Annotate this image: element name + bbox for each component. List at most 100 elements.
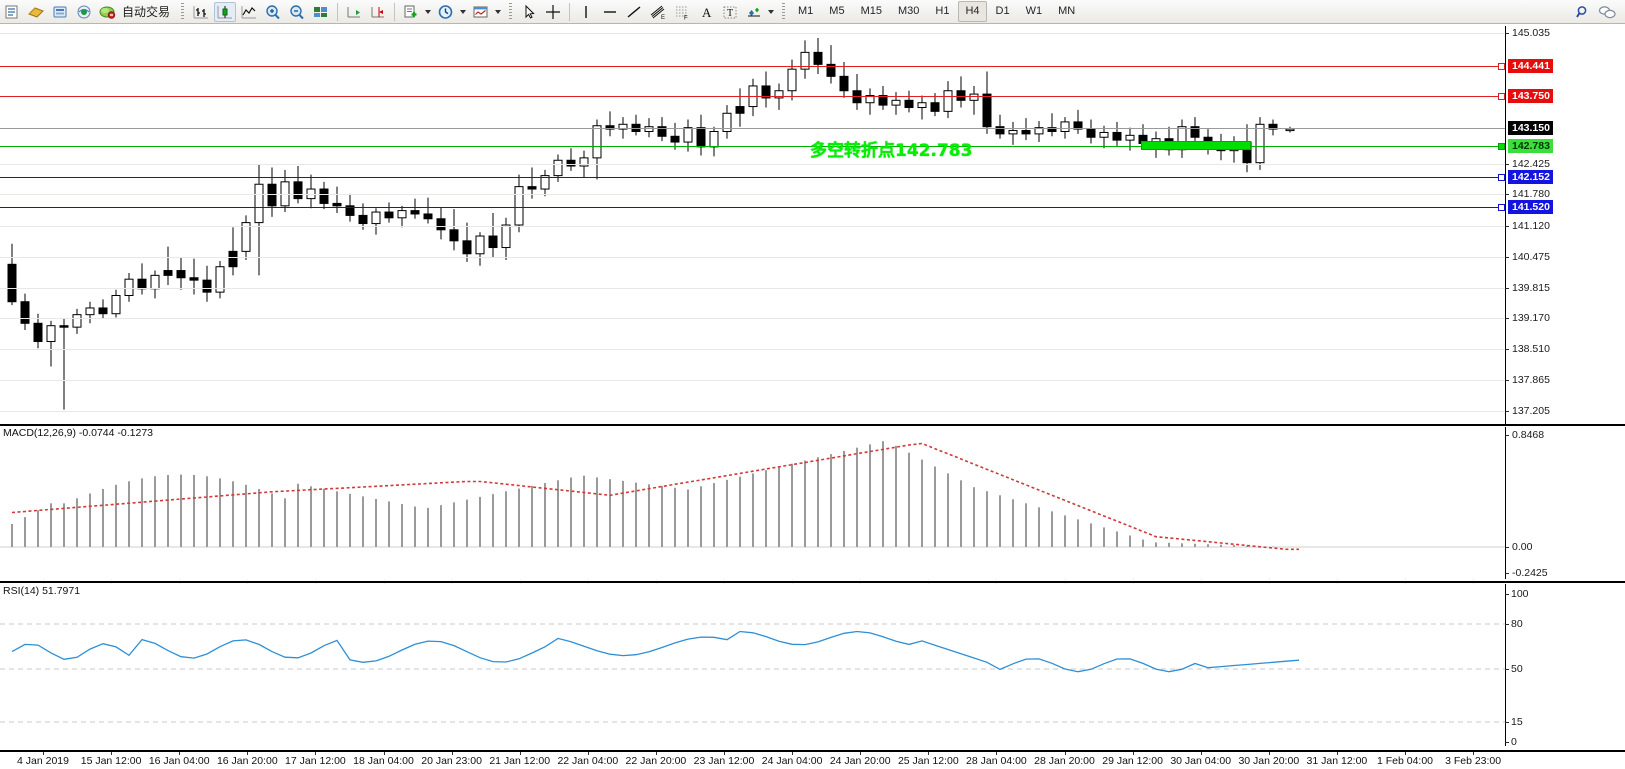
terminal-icon[interactable] xyxy=(73,2,95,22)
candlestick xyxy=(397,205,407,228)
time-tick xyxy=(1200,752,1202,755)
zoom-out-icon[interactable] xyxy=(286,2,308,22)
macd-axis-tick-label: 0.8468 xyxy=(1512,429,1545,441)
price-level-tag[interactable]: 144.441 xyxy=(1508,59,1553,73)
price-level-line[interactable] xyxy=(0,96,1505,97)
templates-dropdown-caret[interactable] xyxy=(493,2,502,22)
indicators-dropdown-caret[interactable] xyxy=(423,2,432,22)
price-level-handle[interactable] xyxy=(1498,143,1505,150)
candlestick xyxy=(579,150,589,178)
candlestick-chart-icon[interactable] xyxy=(214,1,237,22)
timeframe-m15[interactable]: M15 xyxy=(860,5,882,17)
chart-shift-icon[interactable] xyxy=(367,2,389,22)
candlestick xyxy=(982,71,992,134)
time-axis-label: 3 Feb 23:00 xyxy=(1445,755,1502,767)
timeframe-mn[interactable]: MN xyxy=(1058,5,1076,17)
price-chart-pane[interactable] xyxy=(0,26,1625,424)
candlestick xyxy=(501,217,511,261)
price-level-tag[interactable]: 141.520 xyxy=(1508,200,1553,214)
candlestick xyxy=(514,174,524,233)
time-axis: 4 Jan 2019 15 Jan 12:00 16 Jan 04:00 16 Jan… xyxy=(0,750,1625,769)
timeframe-h1[interactable]: H1 xyxy=(935,5,950,17)
candlestick xyxy=(1190,117,1200,144)
candlestick xyxy=(670,122,680,150)
navigator-icon[interactable] xyxy=(49,2,71,22)
data-window-icon[interactable] xyxy=(25,2,47,22)
price-level-tag[interactable]: 143.150 xyxy=(1508,121,1553,135)
macd-pane[interactable] xyxy=(0,427,1625,579)
candlestick xyxy=(748,78,758,117)
periods-dropdown-caret[interactable] xyxy=(458,2,467,22)
candlestick xyxy=(150,270,160,299)
macd-tick xyxy=(1505,435,1509,436)
auto-trading-icon[interactable] xyxy=(97,2,119,22)
timeframe-m1[interactable]: M1 xyxy=(798,5,814,17)
horizontal-line-icon[interactable] xyxy=(599,2,621,22)
candlestick xyxy=(657,117,667,142)
price-level-line[interactable] xyxy=(0,177,1505,178)
candlestick xyxy=(1021,118,1031,141)
chat-icon[interactable] xyxy=(1596,2,1618,22)
text-label-icon[interactable]: T xyxy=(719,2,741,22)
zoom-in-icon[interactable] xyxy=(262,2,284,22)
timeframe-m5[interactable]: M5 xyxy=(829,5,845,17)
objects-dropdown-caret[interactable] xyxy=(766,2,775,22)
price-level-handle[interactable] xyxy=(1498,204,1505,211)
price-gridline xyxy=(0,194,1505,195)
toolbar-grip-3[interactable] xyxy=(780,2,788,21)
time-axis-label: 24 Jan 04:00 xyxy=(761,755,823,767)
price-level-handle[interactable] xyxy=(1498,63,1505,70)
text-icon[interactable]: A xyxy=(695,2,717,22)
price-level-handle[interactable] xyxy=(1498,93,1505,100)
tile-windows-icon[interactable] xyxy=(310,2,332,22)
auto-scroll-icon[interactable] xyxy=(343,2,365,22)
price-axis-tick-label: 137.865 xyxy=(1512,374,1550,386)
periods-icon[interactable] xyxy=(435,2,457,22)
support-zone-rectangle[interactable] xyxy=(1141,141,1251,150)
candlestick xyxy=(306,174,316,209)
price-level-tag[interactable]: 142.152 xyxy=(1508,170,1553,184)
new-order-icon[interactable] xyxy=(1,2,23,22)
line-chart-icon[interactable] xyxy=(238,2,260,22)
price-level-handle[interactable] xyxy=(1498,174,1505,181)
vertical-line-icon[interactable] xyxy=(575,2,597,22)
candlestick xyxy=(644,118,654,138)
price-axis-tick-label: 137.205 xyxy=(1512,405,1550,417)
toolbar-grip[interactable] xyxy=(179,2,187,21)
candlestick xyxy=(293,166,303,204)
templates-icon[interactable] xyxy=(470,2,492,22)
search-icon[interactable] xyxy=(1572,2,1594,22)
candlestick xyxy=(969,85,979,115)
trendline-icon[interactable] xyxy=(623,2,645,22)
candlestick xyxy=(943,81,953,119)
price-level-line[interactable] xyxy=(0,207,1505,208)
timeframe-w1[interactable]: W1 xyxy=(1025,5,1043,17)
time-axis-label: 17 Jan 12:00 xyxy=(285,755,346,767)
price-level-line[interactable] xyxy=(0,146,1505,147)
crosshair-icon[interactable] xyxy=(542,2,564,22)
price-level-line[interactable] xyxy=(0,128,1505,129)
price-level-tag[interactable]: 142.783 xyxy=(1508,139,1553,153)
bar-chart-icon[interactable] xyxy=(190,2,212,22)
fibonacci-retracement-icon[interactable]: F xyxy=(671,2,693,22)
turning-point-annotation[interactable]: 多空转折点142.783 xyxy=(810,141,973,161)
price-level-line[interactable] xyxy=(0,66,1505,67)
price-level-tag[interactable]: 143.750 xyxy=(1508,89,1553,103)
candlestick xyxy=(527,167,537,199)
rsi-pane[interactable] xyxy=(0,584,1625,746)
timeframe-h4[interactable]: H4 xyxy=(958,1,987,22)
indicators-icon[interactable] xyxy=(400,2,422,22)
candlestick xyxy=(696,114,706,156)
candlestick xyxy=(1268,119,1278,136)
equidistant-channel-icon[interactable]: E xyxy=(647,2,669,22)
timeframe-d1[interactable]: D1 xyxy=(995,5,1010,17)
time-tick xyxy=(996,752,998,755)
cursor-icon[interactable] xyxy=(518,2,540,22)
toolbar-grip-2[interactable] xyxy=(507,2,515,21)
time-tick xyxy=(383,752,385,755)
candlestick xyxy=(1285,126,1295,133)
time-tick xyxy=(655,752,657,755)
objects-icon[interactable] xyxy=(743,2,765,22)
price-tick xyxy=(1505,288,1509,289)
timeframe-m30[interactable]: M30 xyxy=(897,5,920,17)
